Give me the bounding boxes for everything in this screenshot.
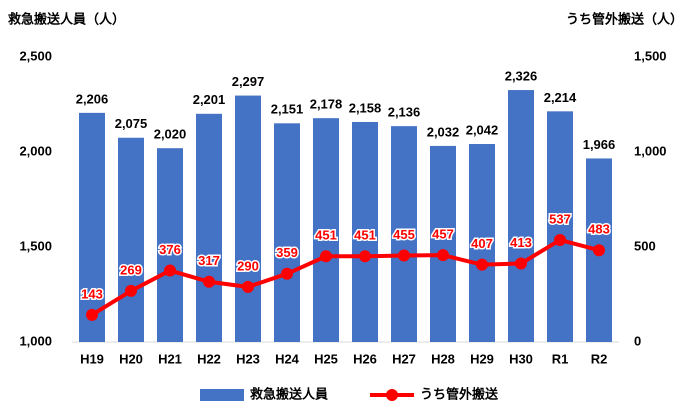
bar — [391, 126, 417, 342]
line-value-label: 290 — [237, 258, 259, 273]
line — [90, 237, 600, 317]
line-marker — [437, 249, 449, 262]
bar — [235, 95, 261, 342]
x-tick-label: R2 — [591, 351, 608, 366]
line-value-label: 451 — [354, 228, 376, 243]
line-value-label: 483 — [588, 222, 610, 237]
x-tick-label: H22 — [197, 351, 221, 366]
bar-value-label: 2,136 — [388, 105, 421, 120]
x-tick-label: H30 — [509, 351, 533, 366]
bar — [430, 145, 456, 342]
line-value-label: 269 — [120, 262, 142, 277]
legend-label: うち管外搬送 — [420, 386, 499, 401]
line-marker — [164, 264, 176, 277]
bar-value-label: 2,075 — [115, 116, 148, 131]
y-tick-label: 1,000 — [19, 333, 52, 348]
line-marker — [320, 250, 332, 263]
y2-tick-label: 1,500 — [634, 48, 667, 63]
bar-value-label: 2,042 — [466, 122, 499, 137]
x-tick-label: H23 — [236, 351, 260, 366]
y2-tick-label: 0 — [634, 333, 641, 348]
line-value-label: 457 — [432, 227, 454, 242]
bar — [274, 123, 300, 342]
y2-tick-label: 500 — [634, 238, 656, 253]
line-marker — [593, 244, 605, 257]
x-tick-label: R1 — [552, 351, 569, 366]
bar — [79, 112, 105, 342]
line-marker — [281, 267, 293, 280]
y-tick-label: 1,500 — [19, 238, 52, 253]
x-tick-label: H29 — [470, 351, 494, 366]
line-marker — [515, 257, 527, 270]
line-marker — [125, 284, 137, 297]
x-tick-label: H24 — [275, 351, 300, 366]
bar — [469, 144, 495, 342]
x-tick-label: H19 — [80, 351, 104, 366]
bar — [196, 113, 222, 342]
line-value-label: 376 — [159, 242, 181, 257]
line-marker — [203, 275, 215, 288]
x-tick-label: H26 — [353, 351, 377, 366]
x-tick-label: H20 — [119, 351, 143, 366]
line-value-label: 143 — [81, 286, 103, 301]
bar-value-label: 2,178 — [310, 97, 343, 112]
bar-value-label: 2,326 — [505, 68, 538, 83]
line-value-label: 413 — [510, 235, 532, 250]
x-tick-label: H28 — [431, 351, 455, 366]
line-value-label: 407 — [471, 236, 493, 251]
bar-value-label: 2,214 — [544, 90, 577, 105]
line-value-label: 455 — [393, 227, 415, 242]
y2-axis-title: うち管外搬送（人） — [566, 11, 683, 26]
x-tick-label: H25 — [314, 351, 338, 366]
bar — [157, 148, 183, 342]
line-value-label: 359 — [276, 245, 298, 260]
line-value-label: 537 — [549, 211, 571, 226]
line-value-label: 317 — [198, 253, 220, 268]
bar-value-label: 2,020 — [154, 127, 187, 142]
bar — [313, 118, 339, 343]
x-tick-label: H21 — [158, 351, 182, 366]
bar — [547, 111, 573, 342]
line-marker — [359, 250, 371, 263]
line-marker — [476, 258, 488, 271]
bar-value-label: 2,206 — [76, 91, 109, 106]
bar-value-label: 2,151 — [271, 102, 304, 117]
line-value-label: 451 — [315, 228, 337, 243]
bar — [508, 90, 534, 342]
x-tick-label: H27 — [392, 351, 416, 366]
y-axis-title: 救急搬送人員（人） — [8, 11, 125, 26]
line-marker — [86, 308, 98, 321]
legend-swatch — [200, 389, 244, 401]
y2-tick-label: 1,000 — [634, 143, 667, 158]
bar-value-label: 2,297 — [232, 74, 265, 89]
line-marker — [554, 233, 566, 246]
legend-label: 救急搬送人員 — [250, 386, 328, 401]
line-marker — [242, 280, 254, 293]
y-tick-label: 2,000 — [19, 143, 52, 158]
bar — [118, 137, 144, 342]
bar-value-label: 2,032 — [427, 124, 460, 139]
bar-value-label: 2,158 — [349, 100, 382, 115]
bar-value-label: 2,201 — [193, 92, 226, 107]
bar-value-label: 1,966 — [583, 137, 616, 152]
legend-marker — [386, 389, 398, 401]
line-marker — [398, 249, 410, 262]
bar — [352, 121, 378, 342]
y-tick-label: 2,500 — [19, 48, 52, 63]
